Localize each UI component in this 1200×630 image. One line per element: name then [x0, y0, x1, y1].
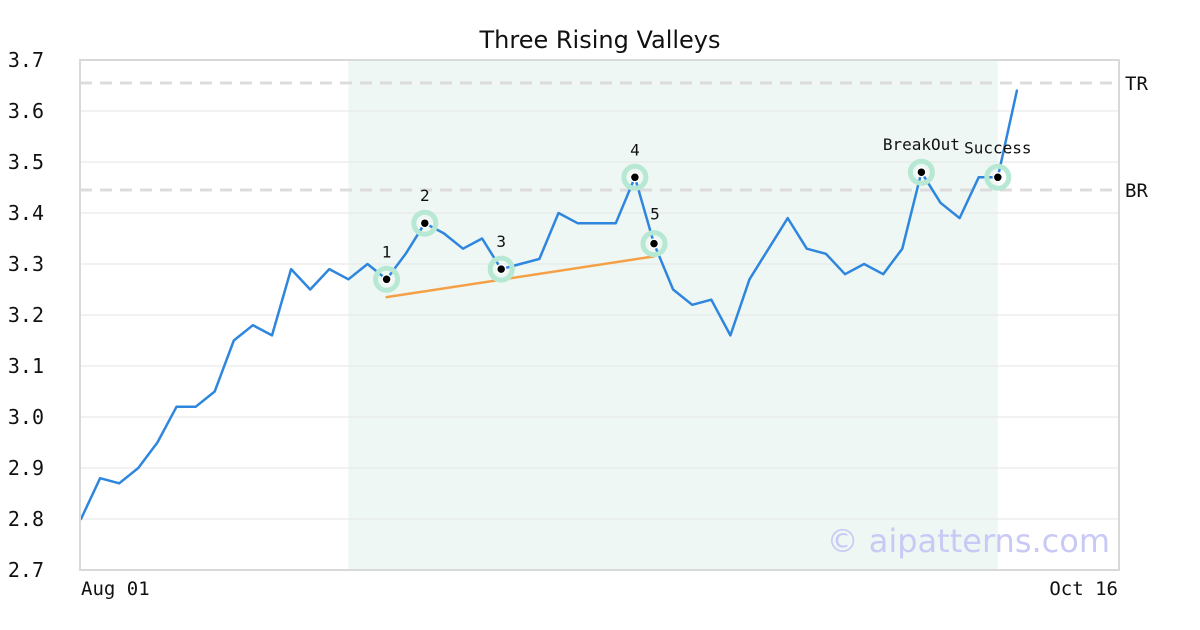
price-line [79, 89, 1019, 521]
point-marker [495, 263, 507, 275]
point-label: BreakOut [883, 135, 960, 154]
reference-line-label: BR [1125, 180, 1148, 202]
point-halo [984, 163, 1012, 191]
watermark: © aipatterns.com [827, 522, 1110, 560]
point-label: 1 [382, 242, 392, 261]
point-marker [648, 238, 660, 249]
watermark-layer: © aipatterns.com [827, 522, 1110, 560]
point-label: 4 [630, 140, 640, 159]
y-tick-label: 3.0 [8, 405, 44, 429]
y-tick-label: 3.3 [8, 252, 44, 276]
y-tick-label: 3.6 [8, 99, 44, 123]
y-tick-label: 2.9 [8, 456, 44, 480]
y-tick-label: 2.7 [8, 558, 44, 582]
point-halo [621, 163, 649, 191]
x-axis-ticks: Aug 01 Oct 16 [81, 578, 1118, 600]
point-label: Success [964, 138, 1031, 157]
y-axis-ticks: 2.7 2.8 2.9 3.0 3.1 3.2 3.3 3.4 3.5 3.6 3.7 [8, 48, 44, 582]
point-marker [419, 217, 431, 229]
point-marker [992, 172, 1004, 183]
plot-frame [79, 59, 1120, 571]
chart-title: Three Rising Valleys [478, 26, 720, 54]
point-marker [381, 274, 392, 285]
trendline-layer [385, 255, 656, 299]
point-label: 3 [496, 232, 506, 251]
point-halo [373, 265, 401, 293]
y-tick-label: 3.4 [8, 201, 44, 225]
point-marker [916, 166, 927, 178]
pattern-markers: 1 2 3 4 5 BreakOut Success [373, 135, 1032, 293]
point-label: 5 [650, 205, 660, 224]
y-tick-label: 3.7 [8, 48, 44, 72]
point-halo [411, 209, 439, 237]
point-halo [640, 230, 668, 258]
series-layer [79, 89, 1019, 521]
point-marker [629, 172, 641, 183]
y-tick-label: 3.2 [8, 303, 44, 327]
y-tick-label: 3.5 [8, 150, 44, 174]
reference-lines: TR BR [80, 73, 1148, 202]
reference-line-label: TR [1125, 73, 1148, 95]
point-label: 2 [420, 186, 430, 205]
x-tick-label: Aug 01 [81, 578, 150, 600]
x-tick-label: Oct 16 [1049, 578, 1118, 600]
y-tick-label: 2.8 [8, 507, 44, 531]
point-halo [907, 158, 935, 186]
y-tick-label: 3.1 [8, 354, 44, 378]
point-halo [487, 255, 515, 283]
valley-trendline [385, 255, 656, 299]
